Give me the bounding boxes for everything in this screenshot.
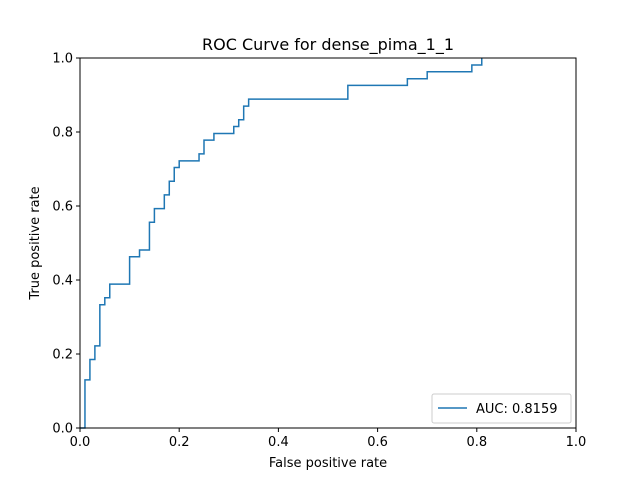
x-tick-label: 0.2 — [169, 435, 190, 450]
y-tick-label: 0.8 — [52, 126, 73, 141]
x-axis-label: False positive rate — [269, 456, 387, 471]
x-tick-label: 0.4 — [268, 435, 289, 450]
x-tick-label: 0.0 — [70, 435, 91, 450]
x-tick-label: 0.8 — [466, 435, 487, 450]
y-axis-ticks: 0.0 0.2 0.4 0.6 0.8 1.0 — [52, 52, 80, 437]
roc-curve-line — [80, 58, 483, 429]
x-tick-label: 0.6 — [367, 435, 388, 450]
y-tick-label: 0.2 — [52, 348, 73, 363]
y-axis-label: True positive rate — [28, 186, 43, 300]
legend-label: AUC: 0.8159 — [476, 402, 558, 417]
y-tick-label: 0.4 — [52, 274, 73, 289]
plot-area — [79, 57, 577, 429]
y-tick-label: 0.6 — [52, 200, 73, 215]
legend-box — [431, 393, 572, 424]
x-axis-ticks: 0.0 0.2 0.4 0.6 0.8 1.0 — [70, 428, 587, 450]
x-tick-label: 1.0 — [566, 435, 587, 450]
plot-frame — [79, 57, 577, 429]
y-tick-label: 0.0 — [52, 422, 73, 437]
y-tick-label: 1.0 — [52, 52, 73, 67]
legend: AUC: 0.8159 — [431, 393, 572, 424]
chart-title: ROC Curve for dense_pima_1_1 — [202, 35, 454, 55]
